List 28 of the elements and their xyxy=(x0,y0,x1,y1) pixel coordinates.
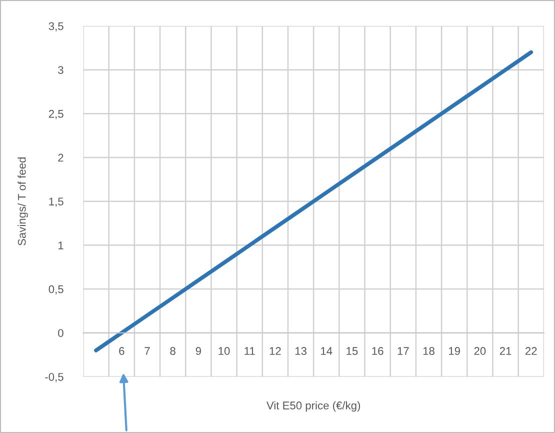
y-tick-label: 1,5 xyxy=(49,198,64,207)
y-axis-title: Savings/ T of feed xyxy=(18,157,28,246)
x-tick-label: 7 xyxy=(144,347,150,355)
x-tick-label: 15 xyxy=(346,347,358,355)
x-tick-label: 8 xyxy=(170,347,176,355)
y-tick-label: 1 xyxy=(58,242,64,250)
x-tick-label: 21 xyxy=(500,347,512,355)
y-tick-label: 2,5 xyxy=(48,110,64,120)
x-tick-label: 6 xyxy=(119,347,124,355)
y-tick-label: -0,5 xyxy=(45,372,64,382)
x-tick-label: 11 xyxy=(244,347,255,355)
x-tick-label: 10 xyxy=(218,347,230,355)
x-tick-label: 13 xyxy=(295,347,306,355)
x-axis-title: Vit E50 price (€/kg) xyxy=(266,401,360,412)
x-tick-label: 17 xyxy=(398,347,409,355)
x-tick-label: 16 xyxy=(372,347,384,355)
y-tick-label: 0,5 xyxy=(48,285,64,294)
x-tick-label: 18 xyxy=(423,347,434,355)
x-tick-label: 14 xyxy=(321,347,332,355)
x-tick-label: 20 xyxy=(474,347,486,355)
x-tick-label: 22 xyxy=(525,347,537,355)
x-tick-label: 12 xyxy=(270,347,281,355)
x-tick-label: 19 xyxy=(449,347,460,355)
y-tick-label: 2 xyxy=(58,154,64,162)
x-tick-label: 9 xyxy=(196,347,201,355)
y-tick-label: 0 xyxy=(58,329,64,338)
y-tick-label: 3,5 xyxy=(48,22,64,32)
y-tick-label: 3 xyxy=(58,66,64,74)
